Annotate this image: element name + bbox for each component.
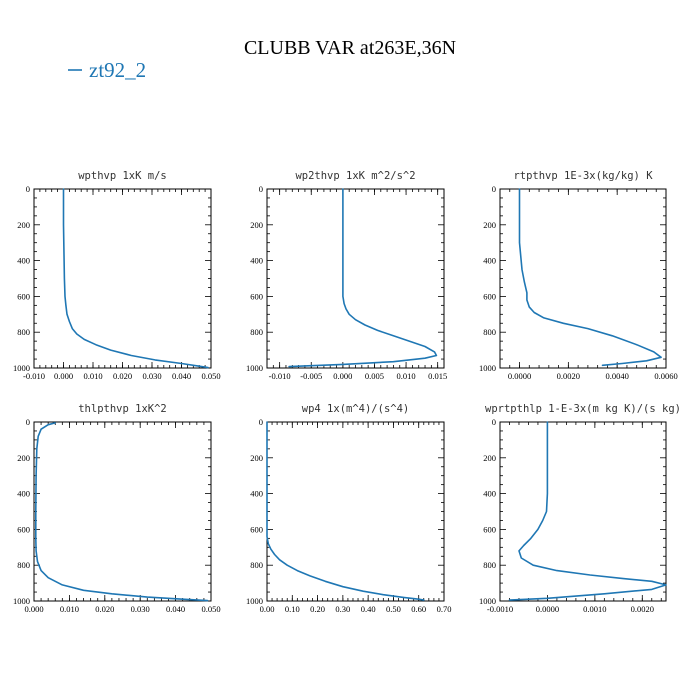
y-tick-label: 400 <box>17 256 30 266</box>
x-tick-label: 0.00 <box>260 604 275 614</box>
subplot-title: wp4 1x(m^4)/(s^4) <box>302 403 409 415</box>
y-tick-label: 800 <box>17 327 30 337</box>
y-tick-label: 600 <box>483 524 496 534</box>
x-tick-label: 0.010 <box>397 371 416 381</box>
legend: zt92_2 <box>68 58 146 82</box>
x-tick-label: 0.0020 <box>631 604 654 614</box>
x-tick-label: 0.30 <box>335 604 350 614</box>
x-tick-label: -0.0010 <box>487 604 513 614</box>
y-tick-label: 0 <box>492 184 496 194</box>
x-tick-label: 0.010 <box>60 604 79 614</box>
y-tick-label: 600 <box>250 524 263 534</box>
subplots: wpthvp 1xK m/s-0.010 0.000 0.010 0.020 0.030… <box>13 170 681 614</box>
plot-frame <box>499 188 667 369</box>
y-tick-label: 0 <box>26 417 30 427</box>
x-tick-label: 0.000 <box>333 371 352 381</box>
x-tick-label: 0.010 <box>83 371 102 381</box>
x-tick-label: 0.050 <box>201 604 220 614</box>
y-tick-label: 200 <box>483 220 496 230</box>
y-tick-label: 600 <box>17 291 30 301</box>
plot-frame <box>33 188 212 369</box>
x-tick-label: 0.050 <box>201 371 220 381</box>
x-tick-label: 0.020 <box>95 604 114 614</box>
y-tick-label: 200 <box>17 220 30 230</box>
x-tick-label: -0.010 <box>269 371 291 381</box>
subplot-title: rtpthvp 1E-3x(kg/kg) K <box>513 170 653 182</box>
x-tick-label: 0.030 <box>131 604 150 614</box>
y-tick-label: 1000 <box>13 596 30 606</box>
subplot-title: thlpthvp 1xK^2 <box>78 403 167 415</box>
y-tick-label: 1000 <box>13 363 30 373</box>
y-tick-label: 600 <box>483 291 496 301</box>
y-tick-label: 400 <box>250 256 263 266</box>
y-tick-label: 800 <box>483 560 496 570</box>
y-tick-label: 1000 <box>246 596 263 606</box>
subplot-6: wprtpthlp 1-E-3x(m kg K)/(s kg) -0.0010 0.… <box>479 403 681 614</box>
x-tick-label: 0.40 <box>361 604 376 614</box>
x-tick-label: 0.030 <box>142 371 161 381</box>
plot-frame <box>266 188 445 369</box>
plot-frame <box>266 421 445 602</box>
y-tick-label: 600 <box>17 524 30 534</box>
subplot-3: rtpthvp 1E-3x(kg/kg) K 0.0000 0.0020 0.0040… <box>479 170 678 381</box>
x-tick-label: 0.040 <box>172 371 191 381</box>
x-tick-label: 0.10 <box>285 604 300 614</box>
subplot-1: wpthvp 1xK m/s -0.010 0.000 0.010 0.020 0.030… <box>13 170 221 381</box>
x-tick-label: 0.040 <box>166 604 185 614</box>
y-tick-label: 800 <box>250 560 263 570</box>
subplot-2: wp2thvp 1xK m^2/s^2 -0.010 -0.005 0.000 0.00… <box>246 170 447 381</box>
subplot-title: wpthvp 1xK m/s <box>78 170 167 182</box>
y-tick-label: 600 <box>250 291 263 301</box>
y-tick-label: 200 <box>250 220 263 230</box>
x-tick-label: 0.0010 <box>583 604 606 614</box>
x-tick-label: 0.005 <box>365 371 384 381</box>
subplot-title: wp2thvp 1xK m^2/s^2 <box>295 170 415 182</box>
figure-title: CLUBB VAR at263E,36N <box>244 37 456 59</box>
subplot-5: wp4 1x(m^4)/(s^4) 0.00 0.10 0.20 0.30 0.40 0.5… <box>246 403 451 614</box>
x-tick-label: 0.0000 <box>536 604 559 614</box>
x-tick-label: 0.60 <box>411 604 426 614</box>
series-line-zt92_2 <box>508 421 667 601</box>
y-tick-label: 400 <box>483 489 496 499</box>
y-tick-label: 200 <box>483 453 496 463</box>
x-tick-label: 0.70 <box>437 604 452 614</box>
y-tick-label: 0 <box>259 184 263 194</box>
x-tick-label: 0.20 <box>310 604 325 614</box>
y-tick-label: 800 <box>17 560 30 570</box>
series-line-zt92_2 <box>288 188 438 368</box>
plot-frame <box>33 421 212 602</box>
y-tick-label: 400 <box>17 489 30 499</box>
y-tick-label: 200 <box>17 453 30 463</box>
y-tick-label: 200 <box>250 453 263 463</box>
x-tick-label: 0.020 <box>113 371 132 381</box>
series-line-zt92_2 <box>266 421 425 601</box>
x-tick-label: 0.0020 <box>557 371 580 381</box>
y-tick-label: 400 <box>250 489 263 499</box>
y-tick-label: 1000 <box>479 363 496 373</box>
y-tick-label: 800 <box>483 327 496 337</box>
y-tick-label: 0 <box>26 184 30 194</box>
x-tick-label: 0.0060 <box>654 371 677 381</box>
y-tick-label: 0 <box>492 417 496 427</box>
series-line-zt92_2 <box>518 188 662 367</box>
y-tick-label: 1000 <box>246 363 263 373</box>
series-line-zt92_2 <box>34 422 209 602</box>
series-line-zt92_2 <box>62 188 209 369</box>
y-tick-label: 1000 <box>479 596 496 606</box>
subplot-title: wprtpthlp 1-E-3x(m kg K)/(s kg) <box>485 403 681 415</box>
x-tick-label: 0.000 <box>54 371 73 381</box>
x-tick-label: 0.015 <box>428 371 447 381</box>
x-tick-label: 0.0000 <box>508 371 531 381</box>
subplot-4: thlpthvp 1xK^2 0.000 0.010 0.020 0.030 0.040 0… <box>13 403 221 614</box>
y-tick-label: 800 <box>250 327 263 337</box>
x-tick-label: 0.0040 <box>605 371 628 381</box>
y-tick-label: 0 <box>259 417 263 427</box>
x-tick-label: 0.000 <box>24 604 43 614</box>
x-tick-label: -0.010 <box>23 371 45 381</box>
y-tick-label: 400 <box>483 256 496 266</box>
x-tick-label: 0.50 <box>386 604 401 614</box>
legend-label: zt92_2 <box>89 58 146 82</box>
x-tick-label: -0.005 <box>300 371 322 381</box>
